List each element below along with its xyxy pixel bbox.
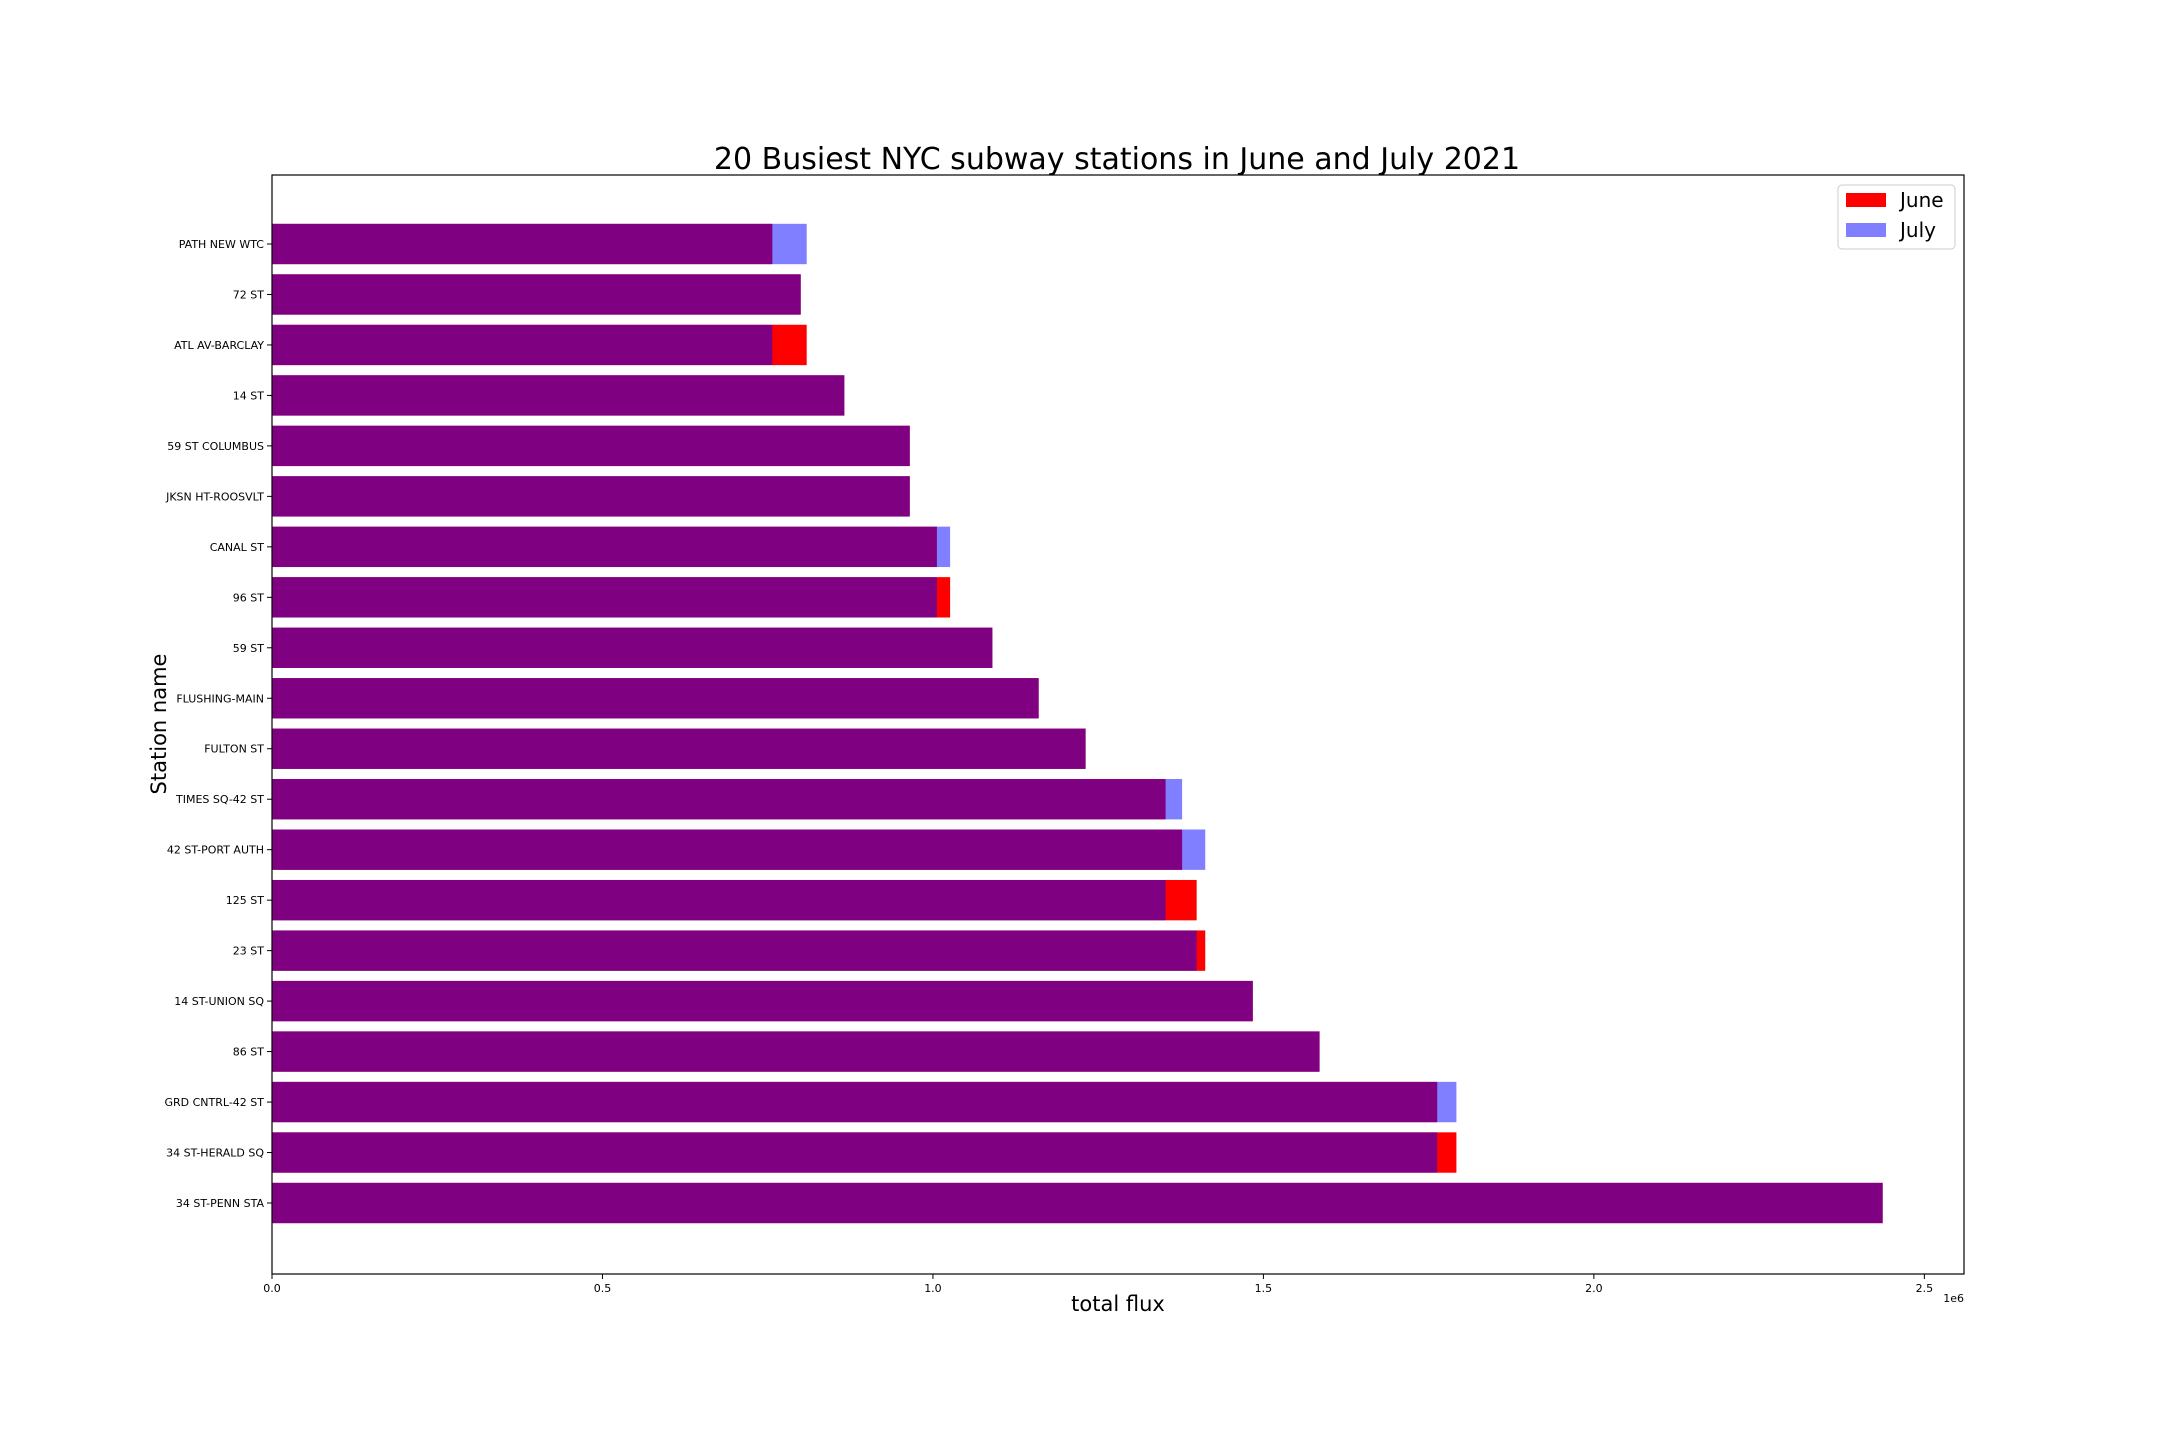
bar-july-7 [272,577,937,618]
legend-label-june: June [1898,188,1944,212]
legend-label-july: July [1898,218,1936,242]
bar-july-19 [272,1182,1883,1224]
bar-july-9 [272,678,1039,719]
y-tick-label: 86 ST [233,1046,264,1059]
y-tick-label: FLUSHING-MAIN [176,692,264,705]
bar-july-10 [272,728,1086,769]
bar-july-2 [272,324,773,366]
y-tick-label: 59 ST [233,642,264,655]
bar-july-1 [272,274,801,315]
bar-july-5 [272,476,910,517]
x-tick-label: 0.0 [263,1282,281,1295]
legend-swatch-june [1846,193,1886,207]
y-tick-label: 34 ST-HERALD SQ [166,1147,264,1160]
bar-july-6 [272,526,951,568]
y-axis-ticks: PATH NEW WTC 72 ST ATL AV-BARCLAY 14 ST 59 S… [164,238,272,1210]
bar-july-13 [272,879,1166,921]
bar-july-18 [272,1132,1438,1173]
y-tick-label: 125 ST [226,894,264,907]
bar-july-8 [272,627,993,668]
x-axis-label: total flux [1071,1292,1165,1316]
bar-july-11 [272,779,1183,820]
legend-swatch-july [1846,223,1886,237]
y-tick-label: 59 ST COLUMBUS [167,440,264,453]
y-axis-label: Station name [147,654,171,795]
x-tick-label: 2.0 [1585,1282,1603,1295]
y-tick-label: FULTON ST [204,743,264,756]
bar-july-3 [272,375,845,416]
bar-july-17 [272,1081,1457,1123]
bar-july-12 [272,829,1206,870]
chart-title: 20 Busiest NYC subway stations in June a… [714,142,1520,177]
y-tick-label: 42 ST-PORT AUTH [167,844,264,857]
bar-july-14 [272,930,1197,971]
y-tick-label: JKSN HT-ROOSVLT [165,490,264,503]
x-tick-label: 1.0 [924,1282,942,1295]
y-tick-label: 72 ST [233,288,264,301]
plot-frame [271,174,1965,1275]
y-tick-label: PATH NEW WTC [179,238,265,251]
y-tick-label: 96 ST [233,591,264,604]
bars-layer [272,223,1883,1224]
y-tick-label: 34 ST-PENN STA [176,1197,265,1210]
y-tick-label: ATL AV-BARCLAY [174,339,264,352]
bar-july-4 [272,425,910,467]
y-tick-label: 23 ST [233,945,264,958]
bar-july-0 [272,223,807,265]
x-tick-label: 2.5 [1916,1282,1934,1295]
y-tick-label: CANAL ST [210,541,265,554]
y-tick-label: 14 ST-UNION SQ [174,995,264,1008]
legend: June July [1837,184,1956,250]
bar-july-16 [272,1031,1320,1072]
bar-july-15 [272,980,1253,1022]
x-tick-label: 1.5 [1255,1282,1273,1295]
y-tick-label: TIMES SQ-42 ST [175,793,264,806]
x-axis-ticks: 0.0 0.5 1.0 1.5 2.0 2.5 [263,1274,1933,1295]
x-tick-label: 0.5 [594,1282,612,1295]
x-axis-offset-label: 1e6 [1943,1292,1964,1305]
y-tick-label: 14 ST [233,389,264,402]
y-tick-label: GRD CNTRL-42 ST [164,1096,264,1109]
